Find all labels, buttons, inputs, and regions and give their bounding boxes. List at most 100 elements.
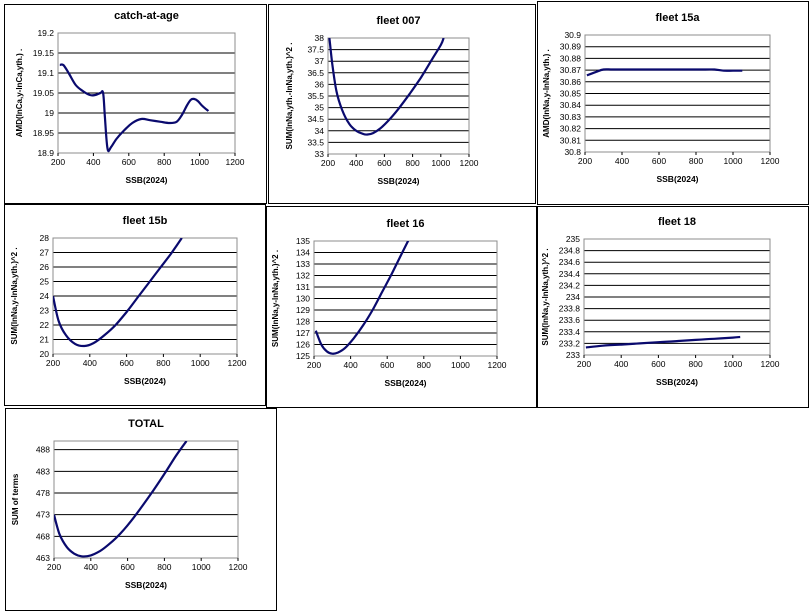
fleet-15b-ytick-label-7: 27 xyxy=(40,248,50,258)
chart-panel-fleet-007: 33 33.5 34 34.5 35 35.5 36 36.5 37 37.5 38 200 400 60… xyxy=(268,4,536,204)
total-ytick-label-4: 483 xyxy=(36,466,50,476)
fleet-007-chart-title: fleet 007 xyxy=(376,15,420,27)
fleet-15b-ytick-label-0: 20 xyxy=(40,349,50,359)
catch-at-age-ytick-label-0: 18.9 xyxy=(37,148,54,158)
total-plot-frame xyxy=(53,440,239,559)
fleet-15a-ytick-label-3: 30.83 xyxy=(560,112,582,122)
fleet-007-y-axis-label: SUM(lnNa,yth.-lnNa,yth.)^2 . xyxy=(285,43,294,150)
fleet-15b-y-axis-label: SUM(lnNa,y-lnNa,yth.)^2 . xyxy=(10,247,19,344)
fleet-18-ytick-label-0: 233 xyxy=(566,350,580,360)
fleet-15a-ytick-label-8: 30.88 xyxy=(560,53,582,63)
fleet-16-ytick-label-8: 133 xyxy=(296,259,310,269)
fleet-15a-ytick-label-10: 30.9 xyxy=(564,30,581,40)
fleet-15b-xtick-label-1: 400 xyxy=(83,358,97,368)
fleet-15b-chart-title: fleet 15b xyxy=(123,215,168,227)
total-series-line-0 xyxy=(54,441,188,558)
fleet-007-ytick-label-6: 36 xyxy=(315,79,325,89)
fleet-15a-xtick-label-4: 1000 xyxy=(724,156,743,166)
fleet-15b-ytick-label-1: 21 xyxy=(40,335,50,345)
total-y-axis-label: SUM of terms xyxy=(11,473,20,525)
fleet-16-chart-title: fleet 16 xyxy=(387,218,425,230)
fleet-16-ytick-label-2: 127 xyxy=(296,328,310,338)
total-xtick-label-5: 1200 xyxy=(229,562,248,572)
chart-panel-total: 463 468 473 478 483 488 200 400 600 800 1000 1200 TO… xyxy=(5,408,277,611)
fleet-15b-xtick-label-2: 600 xyxy=(120,358,134,368)
fleet-18-y-axis-label: SUM(lnNa,y-lnNa,yth.)^2 . xyxy=(541,248,550,345)
fleet-007-plot-frame xyxy=(327,37,470,155)
catch-at-age-ytick-label-4: 19.1 xyxy=(37,68,54,78)
fleet-15b-ytick-label-6: 26 xyxy=(40,262,50,272)
fleet-16-ytick-label-0: 125 xyxy=(296,351,310,361)
catch-at-age-series-line-0 xyxy=(59,63,210,153)
fleet-007-ytick-label-5: 35.5 xyxy=(307,91,324,101)
fleet-16-xtick-label-5: 1200 xyxy=(488,360,507,370)
fleet-18-xtick-label-2: 600 xyxy=(651,359,665,369)
fleet-007-ytick-label-1: 33.5 xyxy=(307,137,324,147)
fleet-16-ytick-label-10: 135 xyxy=(296,236,310,246)
fleet-007-ytick-label-8: 37 xyxy=(315,56,325,66)
total-ytick-label-5: 488 xyxy=(36,445,50,455)
fleet-007-series-line-0 xyxy=(328,38,445,136)
fleet-15a-ytick-label-5: 30.85 xyxy=(560,89,582,99)
catch-at-age-xtick-label-4: 1000 xyxy=(190,157,209,167)
fleet-007-ytick-label-7: 36.5 xyxy=(307,68,324,78)
fleet-18-xtick-label-0: 200 xyxy=(577,359,591,369)
fleet-18-series-line-0 xyxy=(585,335,741,349)
fleet-15b-x-axis-label: SSB(2024) xyxy=(124,376,166,386)
fleet-15a-xtick-label-2: 600 xyxy=(652,156,666,166)
total-xtick-label-2: 600 xyxy=(121,562,135,572)
catch-at-age-chart-title: catch-at-age xyxy=(114,10,179,22)
fleet-15b-series-line-0 xyxy=(53,238,183,348)
fleet-15b-ytick-label-3: 23 xyxy=(40,306,50,316)
fleet-15b-ytick-label-4: 24 xyxy=(40,291,50,301)
fleet-18-ytick-label-6: 234.2 xyxy=(559,280,581,290)
fleet-007-ytick-label-4: 35 xyxy=(315,103,325,113)
fleet-15a-xtick-label-1: 400 xyxy=(615,156,629,166)
fleet-18-x-axis-label: SSB(2024) xyxy=(656,377,698,387)
fleet-15a-ytick-label-1: 30.81 xyxy=(560,135,582,145)
fleet-15a-ytick-label-6: 30.86 xyxy=(560,77,582,87)
chart-panel-fleet-16: 125 126 127 128 129 130 131 132 133 134 135 200 400 6… xyxy=(266,206,537,408)
fleet-18-plot-frame xyxy=(583,238,771,356)
fleet-18-ytick-label-4: 233.8 xyxy=(559,304,581,314)
fleet-18-xtick-label-3: 800 xyxy=(689,359,703,369)
fleet-16-series-line-0 xyxy=(314,241,410,355)
catch-at-age-xtick-label-0: 200 xyxy=(51,157,65,167)
fleet-15a-xtick-label-5: 1200 xyxy=(761,156,780,166)
fleet-18-ytick-label-8: 234.6 xyxy=(559,257,581,267)
fleet-007-ytick-label-10: 38 xyxy=(315,33,325,43)
catch-at-age-ytick-label-6: 19.2 xyxy=(37,28,54,38)
total-xtick-label-1: 400 xyxy=(84,562,98,572)
fleet-007-ytick-label-9: 37.5 xyxy=(307,45,324,55)
fleet-15a-ytick-label-7: 30.87 xyxy=(560,65,582,75)
total-ytick-label-1: 468 xyxy=(36,531,50,541)
fleet-007-x-axis-label: SSB(2024) xyxy=(377,176,419,186)
fleet-007-xtick-label-3: 800 xyxy=(406,158,420,168)
total-x-axis-label: SSB(2024) xyxy=(125,580,167,590)
fleet-16-ytick-label-3: 128 xyxy=(296,317,310,327)
fleet-18-ytick-label-7: 234.4 xyxy=(559,269,581,279)
fleet-16-ytick-label-5: 130 xyxy=(296,294,310,304)
fleet-18-xtick-label-1: 400 xyxy=(614,359,628,369)
fleet-15a-chart-title: fleet 15a xyxy=(655,12,700,24)
fleet-007-ytick-label-0: 33 xyxy=(315,149,325,159)
fleet-007-ytick-label-2: 34 xyxy=(315,126,325,136)
fleet-007-xtick-label-1: 400 xyxy=(349,158,363,168)
total-xtick-label-3: 800 xyxy=(157,562,171,572)
fleet-007-xtick-label-5: 1200 xyxy=(460,158,479,168)
fleet-15a-series-line-0 xyxy=(586,68,743,77)
catch-at-age-ytick-label-2: 19 xyxy=(45,108,55,118)
fleet-15a-ytick-label-4: 30.84 xyxy=(560,100,582,110)
chart-svg-fleet-15b: 20 21 22 23 24 25 26 27 28 200 400 600 800 1000 1200 fl… xyxy=(10,215,247,386)
fleet-15b-xtick-label-5: 1200 xyxy=(228,358,247,368)
fleet-15b-ytick-label-2: 22 xyxy=(40,320,50,330)
catch-at-age-xtick-label-1: 400 xyxy=(86,157,100,167)
chart-svg-catch-at-age: 18.9 18.95 19 19.05 19.1 19.15 19.2 200 400 600 80… xyxy=(15,10,245,185)
chart-panel-fleet-15a: 30.8 30.81 30.82 30.83 30.84 30.85 30.86 30.87 3… xyxy=(537,1,809,205)
fleet-007-xtick-label-0: 200 xyxy=(321,158,335,168)
fleet-15a-ytick-label-0: 30.8 xyxy=(564,147,581,157)
fleet-16-ytick-label-7: 132 xyxy=(296,271,310,281)
catch-at-age-ytick-label-1: 18.95 xyxy=(33,128,55,138)
